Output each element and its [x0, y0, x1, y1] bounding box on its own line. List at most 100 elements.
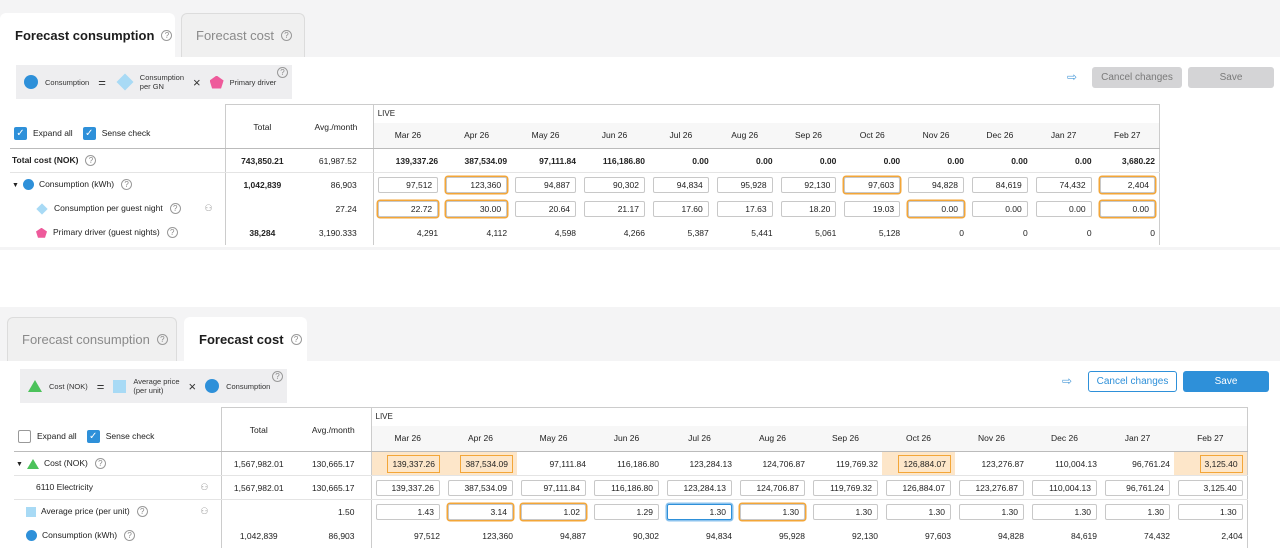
- value-cell: 0.00: [883, 155, 901, 166]
- value-input[interactable]: 94,887: [515, 176, 577, 193]
- cancel-changes-button[interactable]: Cancel changes: [1092, 67, 1182, 88]
- value-input[interactable]: 1.30: [667, 503, 732, 520]
- month-header: Sep 26: [809, 425, 882, 452]
- table-row: Average price (per unit)? ⚇ 1.50 1.43 3.14 1.…: [14, 499, 1248, 524]
- checkbox-icon[interactable]: ✓: [14, 127, 27, 140]
- value-input[interactable]: 19.03: [844, 200, 901, 217]
- value-input[interactable]: 1.30: [1032, 503, 1097, 520]
- checkbox-icon[interactable]: [18, 430, 31, 443]
- help-icon[interactable]: ?: [277, 67, 288, 78]
- value-input[interactable]: 1.30: [886, 503, 951, 520]
- value-input[interactable]: 0.00: [1099, 200, 1155, 217]
- save-button[interactable]: Save: [1183, 371, 1269, 392]
- value-input[interactable]: 18.20: [780, 200, 837, 217]
- value-input[interactable]: 1.30: [959, 503, 1024, 520]
- save-button[interactable]: Save: [1188, 67, 1274, 88]
- tab-forecast-consumption[interactable]: Forecast consumption?: [7, 317, 177, 361]
- value-input[interactable]: 1.43: [375, 503, 440, 520]
- export-icon[interactable]: ⇨: [1062, 374, 1073, 388]
- value-input[interactable]: 119,769.32: [813, 479, 878, 496]
- help-icon[interactable]: ?: [136, 506, 148, 518]
- value-input[interactable]: 110,004.13: [1032, 479, 1097, 496]
- value-input[interactable]: 97,512: [377, 176, 439, 193]
- value-input[interactable]: 0.00: [1035, 200, 1092, 217]
- value-cell: 124,706.87: [762, 458, 805, 469]
- value-input[interactable]: 74,432: [1035, 176, 1092, 193]
- value-input[interactable]: 1.30: [1105, 503, 1170, 520]
- value-input[interactable]: 1.30: [740, 503, 805, 520]
- value-input[interactable]: 123,360: [446, 176, 508, 193]
- value-input[interactable]: 2,404: [1099, 176, 1155, 193]
- export-icon[interactable]: ⇨: [1067, 70, 1078, 84]
- help-icon[interactable]: ?: [272, 371, 283, 382]
- value-input[interactable]: 0.00: [908, 200, 964, 217]
- checkbox-icon[interactable]: ✓: [82, 127, 96, 140]
- value-input[interactable]: 22.72: [377, 200, 439, 217]
- value-input[interactable]: 21.17: [584, 200, 645, 217]
- value-input[interactable]: 97,603: [844, 176, 901, 193]
- help-icon[interactable]: ?: [124, 529, 136, 541]
- value-input[interactable]: 387,534.09: [448, 479, 513, 496]
- consumption-dot-icon: [22, 179, 34, 191]
- value-input[interactable]: 123,284.13: [667, 479, 732, 496]
- sense-check-checkbox[interactable]: ✓ Sense check: [82, 127, 150, 140]
- value-input[interactable]: 3,125.40: [1178, 479, 1243, 496]
- help-icon[interactable]: ?: [156, 334, 168, 345]
- help-icon[interactable]: ?: [166, 227, 178, 238]
- value-input[interactable]: 90,302: [584, 176, 645, 193]
- help-icon[interactable]: ?: [169, 203, 181, 214]
- row-label: Primary driver (guest nights): [53, 227, 160, 237]
- value-input[interactable]: 126,884.07: [886, 479, 951, 496]
- expand-all-checkbox[interactable]: ✓ Expand all: [14, 127, 73, 140]
- value-cell: 0.00: [1011, 155, 1028, 166]
- value-cell: 84,619: [1071, 530, 1097, 541]
- value-input[interactable]: 84,619: [971, 176, 1028, 193]
- user-edit-icon[interactable]: ⚇: [204, 203, 213, 213]
- value-input[interactable]: 123,276.87: [959, 479, 1024, 496]
- sense-check-checkbox[interactable]: ✓ Sense check: [86, 430, 154, 443]
- value-input[interactable]: 1.29: [594, 503, 659, 520]
- value-input[interactable]: 97,111.84: [521, 479, 586, 496]
- value-input[interactable]: 20.64: [515, 200, 577, 217]
- value-input[interactable]: 124,706.87: [740, 479, 805, 496]
- value-cell: 97,512: [414, 530, 440, 541]
- expand-all-checkbox[interactable]: Expand all: [18, 430, 77, 443]
- tab-forecast-consumption[interactable]: Forecast consumption?: [0, 13, 175, 57]
- tab-forecast-cost[interactable]: Forecast cost?: [181, 13, 305, 57]
- value-input[interactable]: 116,186.80: [594, 479, 659, 496]
- value-input[interactable]: 139,337.26: [375, 479, 440, 496]
- value-input[interactable]: 17.63: [716, 200, 773, 217]
- value-input[interactable]: 30.00: [446, 200, 508, 217]
- value-input[interactable]: 94,834: [652, 176, 709, 193]
- tab-forecast-cost[interactable]: Forecast cost?: [184, 317, 307, 361]
- help-icon[interactable]: ?: [281, 30, 293, 41]
- value-input[interactable]: 96,761.24: [1105, 479, 1170, 496]
- header-total: Total: [224, 104, 300, 149]
- formula-bar: Cost (NOK) = Average price (per unit) × C…: [20, 369, 287, 403]
- tab-label: Forecast cost: [199, 332, 284, 347]
- help-icon[interactable]: ?: [94, 458, 106, 469]
- value-input[interactable]: 17.60: [652, 200, 709, 217]
- month-header: Nov 26: [955, 425, 1028, 452]
- table-row: Consumption per guest night? ⚇ 27.24 22.72 3…: [10, 196, 1160, 221]
- help-icon[interactable]: ?: [161, 30, 173, 41]
- help-icon[interactable]: ?: [290, 334, 302, 345]
- value-input[interactable]: 1.02: [521, 503, 586, 520]
- value-input[interactable]: 95,928: [716, 176, 773, 193]
- chevron-down-icon[interactable]: ▼: [16, 461, 23, 468]
- value-input[interactable]: 1.30: [813, 503, 878, 520]
- checkbox-icon[interactable]: ✓: [86, 430, 100, 443]
- value-cell: 97,603: [925, 530, 951, 541]
- help-icon[interactable]: ?: [85, 155, 97, 166]
- user-edit-icon[interactable]: ⚇: [200, 482, 209, 492]
- row-total: [220, 499, 296, 524]
- value-input[interactable]: 0.00: [971, 200, 1028, 217]
- value-input[interactable]: 1.30: [1178, 503, 1243, 520]
- help-icon[interactable]: ?: [121, 179, 133, 191]
- value-input[interactable]: 3.14: [448, 503, 513, 520]
- chevron-down-icon[interactable]: ▼: [12, 182, 19, 190]
- value-input[interactable]: 94,828: [908, 176, 964, 193]
- user-edit-icon[interactable]: ⚇: [200, 506, 209, 517]
- cancel-changes-button[interactable]: Cancel changes: [1088, 371, 1177, 392]
- value-input[interactable]: 92,130: [780, 176, 837, 193]
